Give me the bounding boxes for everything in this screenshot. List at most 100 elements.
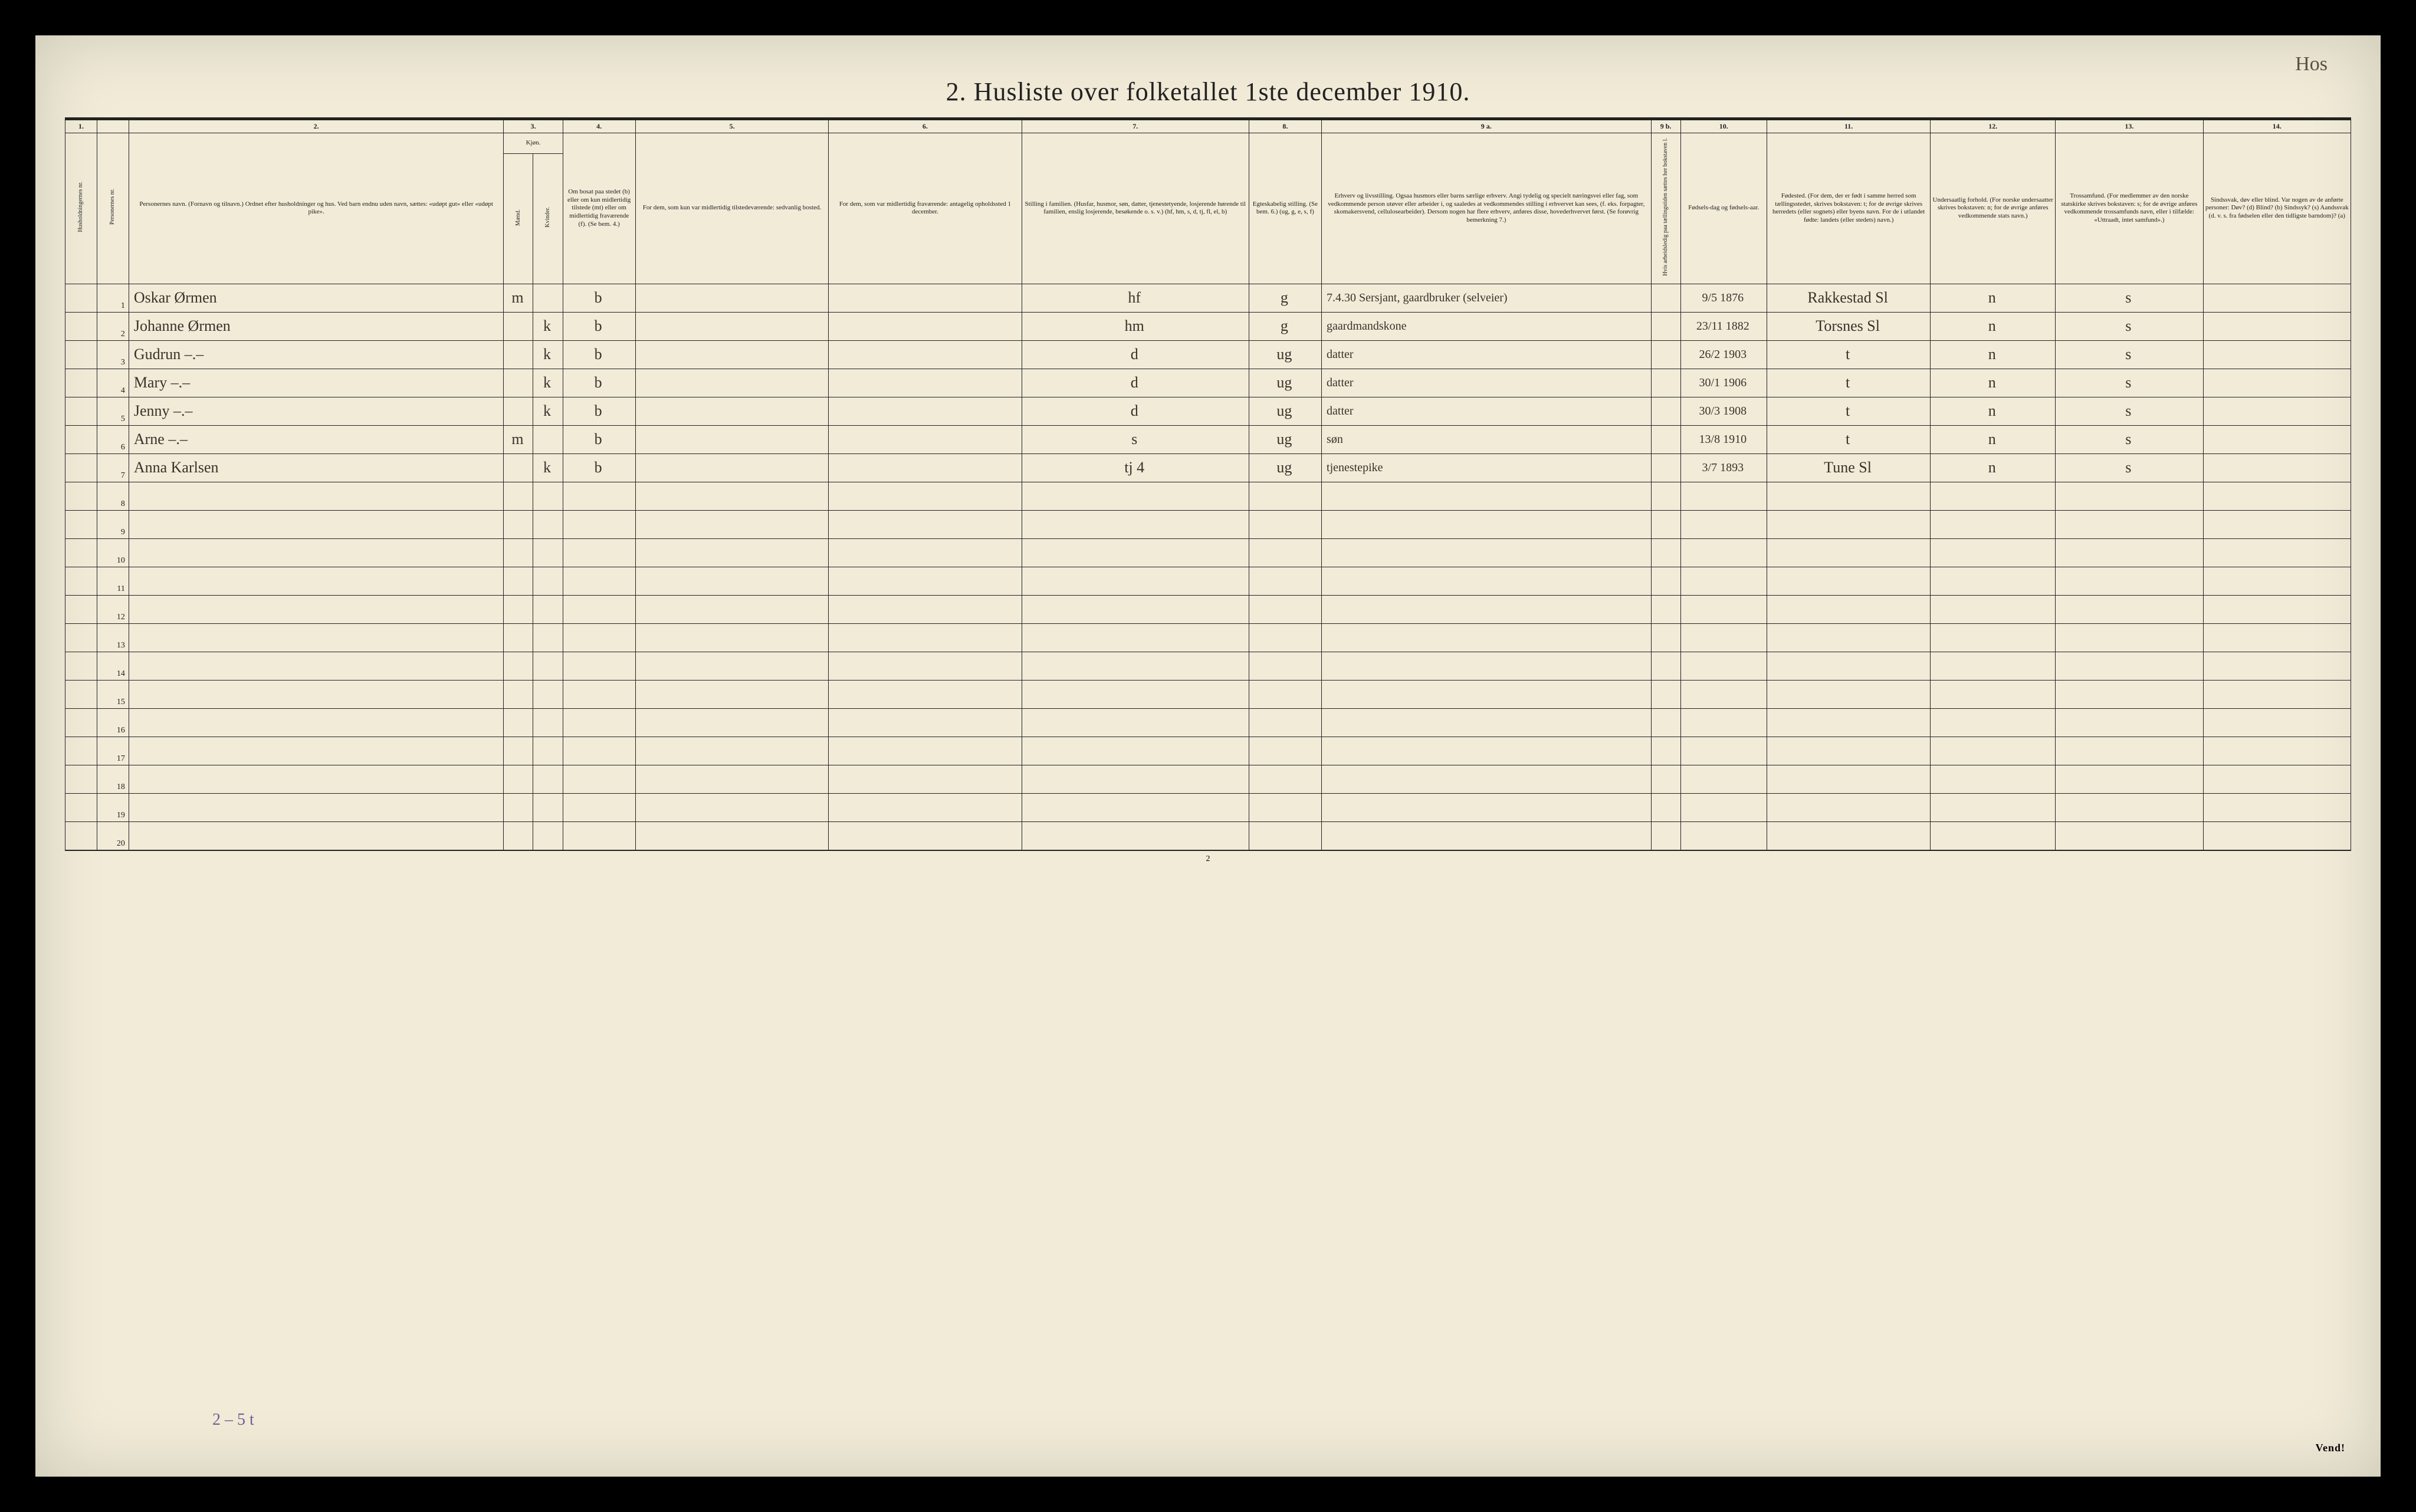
table-cell (129, 652, 504, 680)
table-cell (635, 453, 828, 482)
table-cell: Johanne Ørmen (129, 312, 504, 340)
table-row: 14 (65, 652, 2351, 680)
colnum: 1. (65, 120, 97, 133)
table-cell: n (1931, 340, 2056, 369)
table-cell: 9/5 1876 (1680, 284, 1767, 312)
colnum: 9 a. (1322, 120, 1652, 133)
table-cell (1767, 623, 1930, 652)
table-cell: datter (1322, 340, 1652, 369)
table-cell (1680, 708, 1767, 737)
table-cell (2203, 623, 2351, 652)
colnum (97, 120, 129, 133)
table-cell: g (1249, 284, 1321, 312)
table-cell (1651, 397, 1680, 425)
table-cell (504, 453, 533, 482)
table-cell (533, 284, 563, 312)
table-cell: datter (1322, 369, 1652, 397)
table-cell (65, 369, 97, 397)
table-cell: b (563, 369, 635, 397)
table-cell (2203, 595, 2351, 623)
table-cell (1249, 538, 1321, 567)
table-cell: b (563, 425, 635, 453)
table-cell (2203, 680, 2351, 708)
table-cell (533, 680, 563, 708)
table-cell (504, 312, 533, 340)
table-cell (504, 680, 533, 708)
table-cell (1022, 680, 1249, 708)
table-cell (1322, 821, 1652, 850)
table-cell (1767, 821, 1930, 850)
table-cell (1322, 482, 1652, 510)
table-cell (1651, 284, 1680, 312)
table-cell (1249, 482, 1321, 510)
table-cell (829, 510, 1022, 538)
colnum: 3. (504, 120, 563, 133)
table-cell (1931, 793, 2056, 821)
table-cell: hm (1022, 312, 1249, 340)
table-cell (1322, 652, 1652, 680)
table-cell (129, 538, 504, 567)
table-cell (1931, 567, 2056, 595)
colnum: 8. (1249, 120, 1321, 133)
colnum: 14. (2203, 120, 2351, 133)
table-cell (1022, 482, 1249, 510)
table-cell (829, 567, 1022, 595)
col-header-sex: Kjøn. (504, 133, 563, 154)
col-header-citizenship: Undersaatlig forhold. (For norske unders… (1931, 133, 2056, 284)
table-cell (829, 680, 1022, 708)
table-cell (635, 312, 828, 340)
table-cell (1680, 567, 1767, 595)
table-cell (504, 652, 533, 680)
table-cell: 23/11 1882 (1680, 312, 1767, 340)
table-cell (829, 737, 1022, 765)
table-cell (504, 623, 533, 652)
col-header-disability: Sindssvak, døv eller blind. Var nogen av… (2203, 133, 2351, 284)
table-cell (1651, 538, 1680, 567)
table-cell (829, 312, 1022, 340)
table-cell (1651, 369, 1680, 397)
table-cell: t (1767, 369, 1930, 397)
col-header-household-nr: Husholdningernes nr. (65, 133, 97, 284)
col-header-absent-location: For dem, som var midlertidig fraværende:… (829, 133, 1022, 284)
col-header-unemployed: Hvis arbeidsledig paa tællingstiden sætt… (1651, 133, 1680, 284)
table-cell (2056, 567, 2203, 595)
table-cell (65, 567, 97, 595)
table-cell (504, 708, 533, 737)
table-cell: t (1767, 425, 1930, 453)
table-cell: b (563, 312, 635, 340)
table-cell (533, 765, 563, 793)
table-cell (635, 793, 828, 821)
table-cell (1651, 680, 1680, 708)
table-cell (1249, 680, 1321, 708)
table-cell: m (504, 284, 533, 312)
table-row: 17 (65, 737, 2351, 765)
table-cell (533, 623, 563, 652)
table-row: 6Arne –.–mbsugsøn13/8 1910tns (65, 425, 2351, 453)
table-cell (1680, 793, 1767, 821)
table-row: 10 (65, 538, 2351, 567)
table-cell (635, 765, 828, 793)
col-header-family-position: Stilling i familien. (Husfar, husmor, sø… (1022, 133, 1249, 284)
table-cell (563, 538, 635, 567)
table-cell (2203, 538, 2351, 567)
table-cell (563, 765, 635, 793)
table-cell (829, 623, 1022, 652)
table-cell: 15 (97, 680, 129, 708)
table-cell (1322, 595, 1652, 623)
colnum: 5. (635, 120, 828, 133)
col-header-marital: Egteskabelig stilling. (Se bem. 6.) (ug,… (1249, 133, 1321, 284)
table-cell (1249, 567, 1321, 595)
table-cell (1767, 510, 1930, 538)
table-cell (635, 538, 828, 567)
table-cell (635, 652, 828, 680)
census-table: 1. 2. 3. 4. 5. 6. 7. 8. 9 a. 9 b. 10. 11… (65, 120, 2351, 850)
handwritten-footer-note: 2 – 5 t (212, 1411, 254, 1429)
table-cell: b (563, 340, 635, 369)
table-cell (504, 340, 533, 369)
table-cell: 16 (97, 708, 129, 737)
table-cell (65, 595, 97, 623)
table-cell (129, 510, 504, 538)
colnum: 7. (1022, 120, 1249, 133)
table-cell (563, 595, 635, 623)
table-cell: s (2056, 369, 2203, 397)
